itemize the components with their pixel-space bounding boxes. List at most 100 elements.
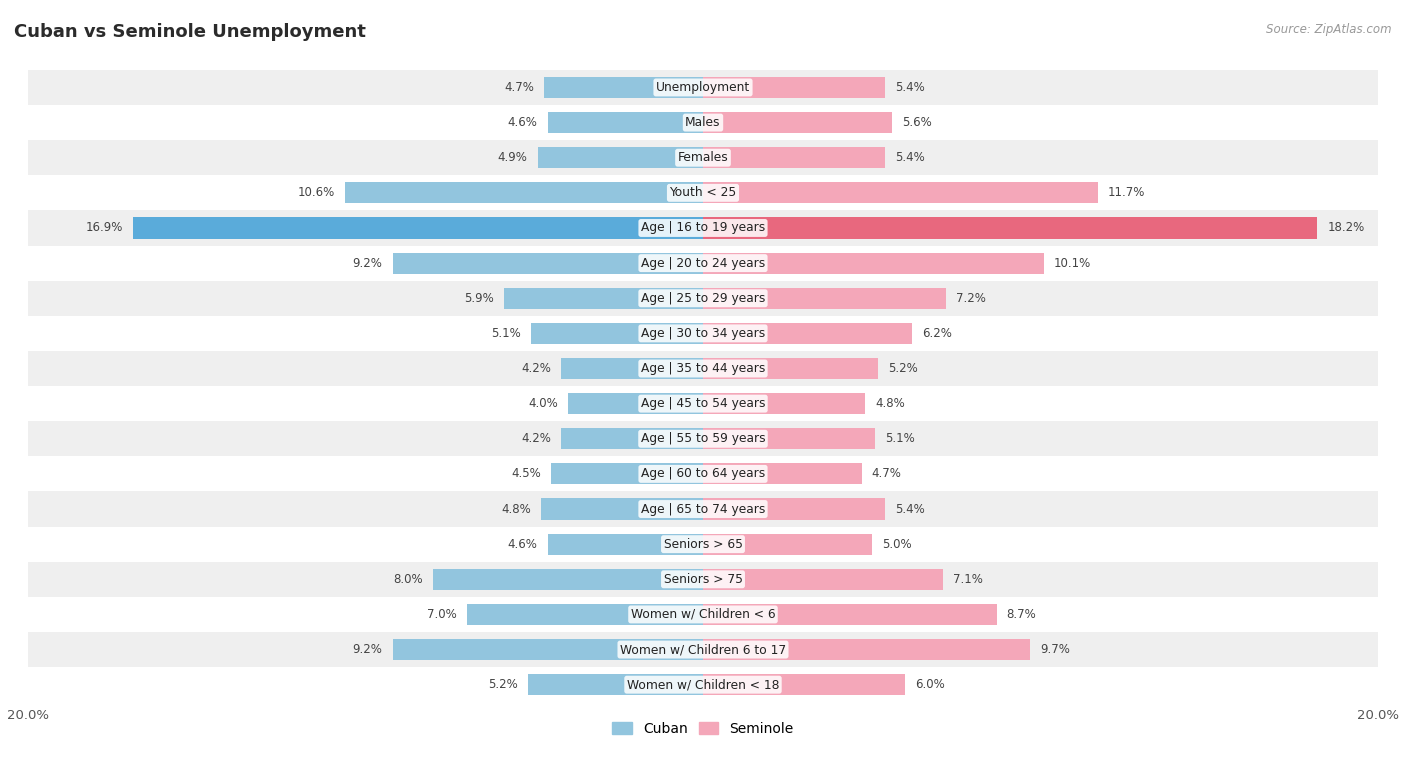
Bar <box>28 597 1378 632</box>
Text: Males: Males <box>685 116 721 129</box>
Bar <box>703 499 886 519</box>
Bar <box>392 639 703 660</box>
Text: 6.2%: 6.2% <box>922 327 952 340</box>
Text: 5.1%: 5.1% <box>886 432 915 445</box>
Text: 16.9%: 16.9% <box>86 222 122 235</box>
Text: 4.8%: 4.8% <box>501 503 531 516</box>
Text: 6.0%: 6.0% <box>915 678 945 691</box>
Bar <box>433 569 703 590</box>
Text: 9.2%: 9.2% <box>353 257 382 269</box>
Bar <box>28 210 1378 245</box>
Text: 7.2%: 7.2% <box>956 291 986 305</box>
Bar <box>551 463 703 484</box>
Text: 4.0%: 4.0% <box>529 397 558 410</box>
Bar <box>28 421 1378 456</box>
Bar <box>703 77 886 98</box>
Text: 4.5%: 4.5% <box>512 467 541 481</box>
Bar <box>561 358 703 379</box>
Text: Women w/ Children 6 to 17: Women w/ Children 6 to 17 <box>620 643 786 656</box>
Text: Age | 35 to 44 years: Age | 35 to 44 years <box>641 362 765 375</box>
Text: Cuban vs Seminole Unemployment: Cuban vs Seminole Unemployment <box>14 23 366 41</box>
Text: 11.7%: 11.7% <box>1108 186 1146 199</box>
Text: 5.2%: 5.2% <box>488 678 517 691</box>
Text: Females: Females <box>678 151 728 164</box>
Bar <box>548 112 703 133</box>
Text: 5.4%: 5.4% <box>896 81 925 94</box>
Bar <box>28 527 1378 562</box>
Bar <box>568 393 703 414</box>
Text: Unemployment: Unemployment <box>655 81 751 94</box>
Bar <box>527 674 703 695</box>
Text: Seniors > 65: Seniors > 65 <box>664 537 742 550</box>
Bar <box>531 322 703 344</box>
Bar <box>548 534 703 555</box>
Bar <box>703 288 946 309</box>
Text: 4.2%: 4.2% <box>522 362 551 375</box>
Bar <box>28 351 1378 386</box>
Bar <box>28 562 1378 597</box>
Text: 5.1%: 5.1% <box>491 327 520 340</box>
Text: Age | 30 to 34 years: Age | 30 to 34 years <box>641 327 765 340</box>
Bar <box>28 105 1378 140</box>
Text: Seniors > 75: Seniors > 75 <box>664 573 742 586</box>
Text: Women w/ Children < 6: Women w/ Children < 6 <box>631 608 775 621</box>
Bar <box>28 386 1378 421</box>
Text: 8.7%: 8.7% <box>1007 608 1036 621</box>
Bar <box>703 217 1317 238</box>
Text: 9.2%: 9.2% <box>353 643 382 656</box>
Bar <box>703 112 891 133</box>
Text: 10.6%: 10.6% <box>298 186 335 199</box>
Bar <box>541 499 703 519</box>
Bar <box>703 463 862 484</box>
Text: 7.0%: 7.0% <box>427 608 457 621</box>
Bar <box>28 281 1378 316</box>
Text: 7.1%: 7.1% <box>953 573 983 586</box>
Text: 5.0%: 5.0% <box>882 537 911 550</box>
Text: Age | 65 to 74 years: Age | 65 to 74 years <box>641 503 765 516</box>
Bar <box>703 393 865 414</box>
Bar <box>28 316 1378 351</box>
Text: Women w/ Children < 18: Women w/ Children < 18 <box>627 678 779 691</box>
Bar <box>346 182 703 204</box>
Bar <box>703 569 942 590</box>
Bar <box>703 534 872 555</box>
Text: Age | 55 to 59 years: Age | 55 to 59 years <box>641 432 765 445</box>
Text: Youth < 25: Youth < 25 <box>669 186 737 199</box>
Text: Source: ZipAtlas.com: Source: ZipAtlas.com <box>1267 23 1392 36</box>
Bar <box>392 253 703 273</box>
Text: Age | 45 to 54 years: Age | 45 to 54 years <box>641 397 765 410</box>
Bar <box>28 140 1378 176</box>
Text: Age | 60 to 64 years: Age | 60 to 64 years <box>641 467 765 481</box>
Text: 5.4%: 5.4% <box>896 503 925 516</box>
Text: 4.8%: 4.8% <box>875 397 905 410</box>
Bar <box>544 77 703 98</box>
Text: 18.2%: 18.2% <box>1327 222 1364 235</box>
Bar <box>703 604 997 625</box>
Bar <box>503 288 703 309</box>
Text: Age | 25 to 29 years: Age | 25 to 29 years <box>641 291 765 305</box>
Bar <box>561 428 703 450</box>
Bar <box>703 639 1031 660</box>
Bar <box>28 176 1378 210</box>
Text: Age | 16 to 19 years: Age | 16 to 19 years <box>641 222 765 235</box>
Text: 4.2%: 4.2% <box>522 432 551 445</box>
Bar <box>467 604 703 625</box>
Bar <box>703 428 875 450</box>
Bar <box>703 147 886 168</box>
Text: 5.6%: 5.6% <box>903 116 932 129</box>
Text: 9.7%: 9.7% <box>1040 643 1070 656</box>
Text: 5.4%: 5.4% <box>896 151 925 164</box>
Bar <box>537 147 703 168</box>
Legend: Cuban, Seminole: Cuban, Seminole <box>607 716 799 742</box>
Text: 4.6%: 4.6% <box>508 116 537 129</box>
Text: 4.7%: 4.7% <box>872 467 901 481</box>
Text: 8.0%: 8.0% <box>394 573 423 586</box>
Text: 4.6%: 4.6% <box>508 537 537 550</box>
Bar <box>28 632 1378 667</box>
Text: Age | 20 to 24 years: Age | 20 to 24 years <box>641 257 765 269</box>
Bar <box>132 217 703 238</box>
Bar <box>28 667 1378 702</box>
Bar <box>703 322 912 344</box>
Text: 4.7%: 4.7% <box>505 81 534 94</box>
Bar <box>28 245 1378 281</box>
